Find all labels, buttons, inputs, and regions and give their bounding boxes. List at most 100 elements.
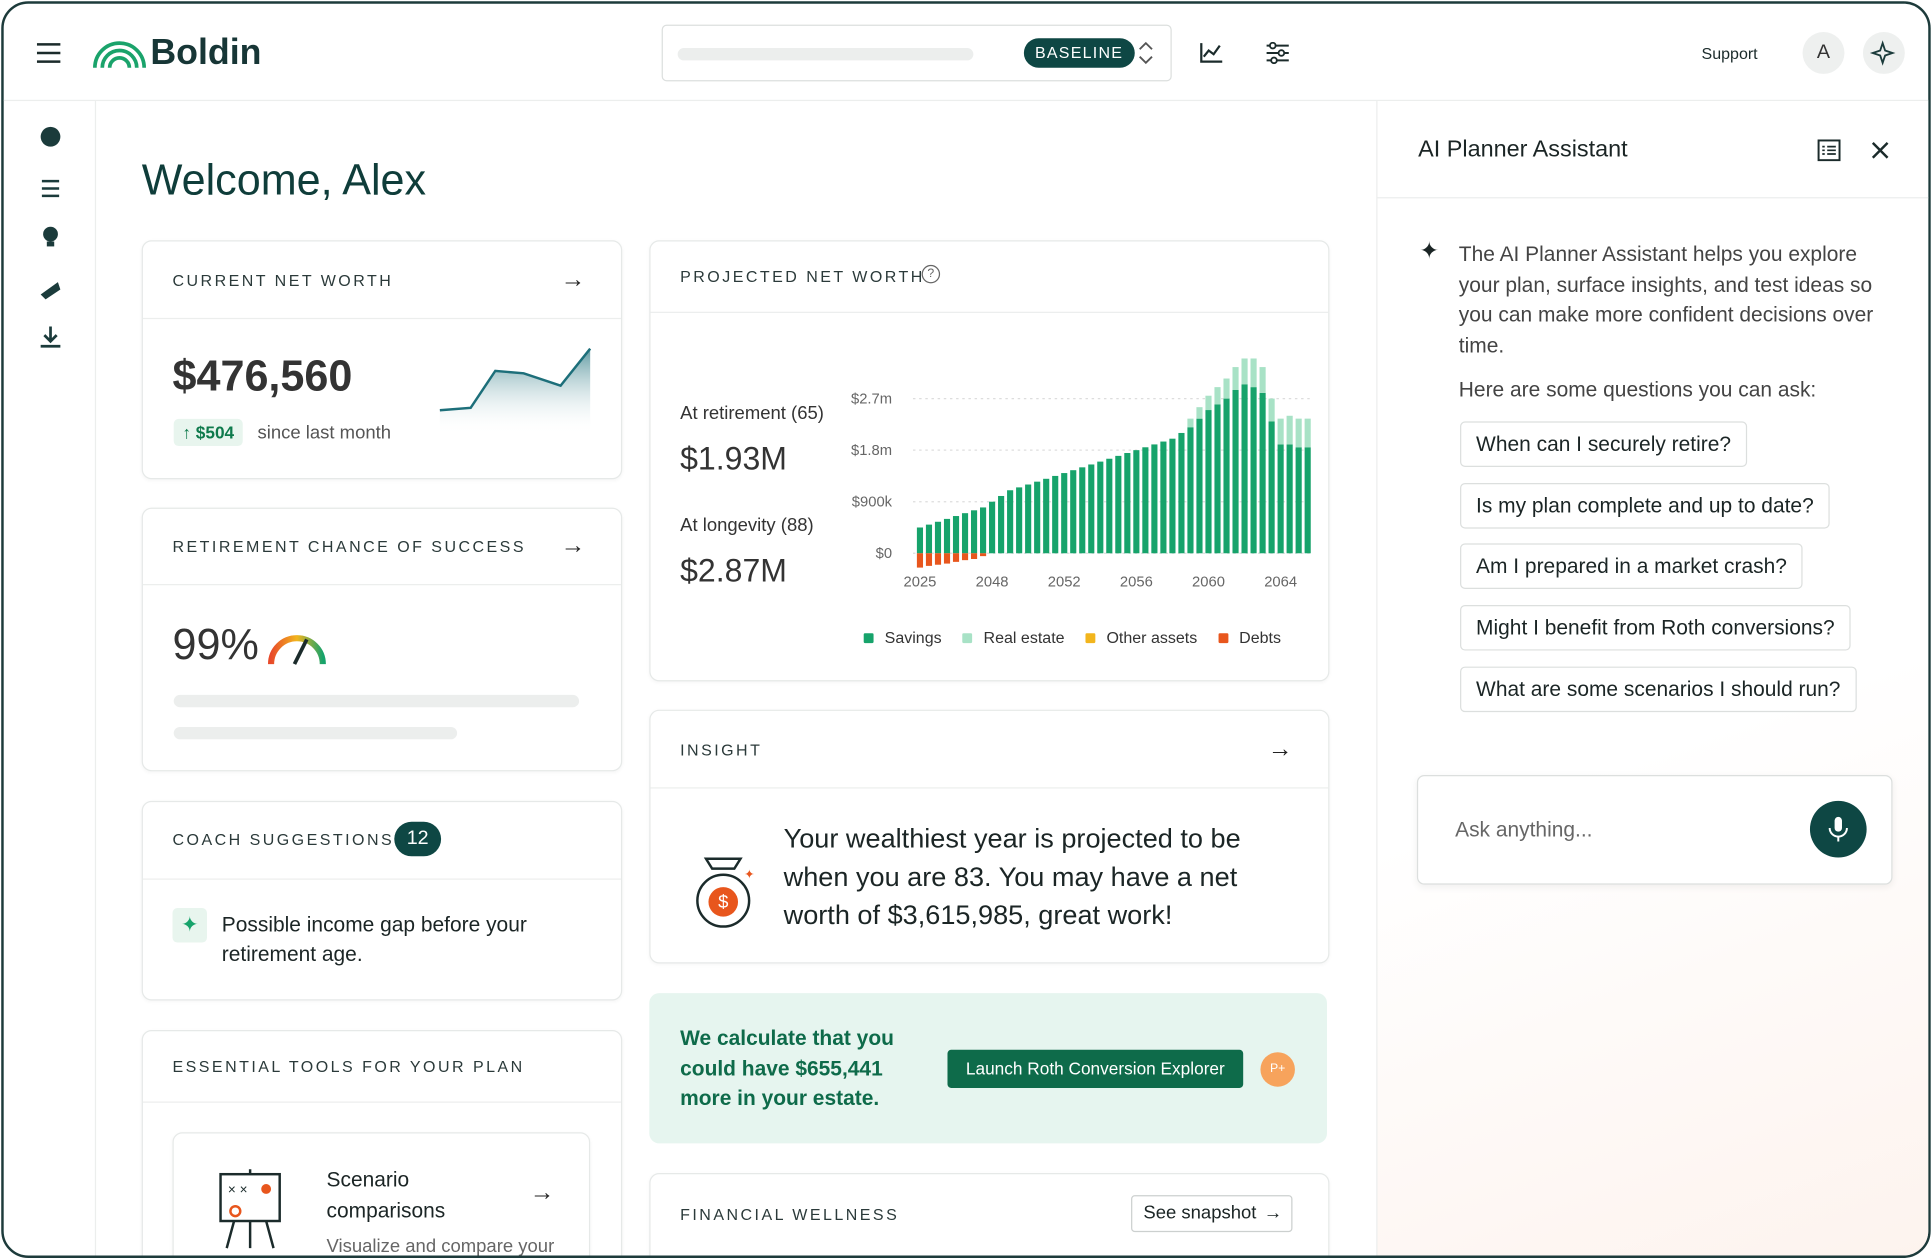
legend-label: Debts — [1239, 628, 1281, 647]
x-tick-label: 2056 — [1120, 574, 1153, 590]
bar-segment — [1232, 389, 1239, 554]
bar-segment — [1286, 444, 1293, 554]
bar-segment — [1187, 427, 1194, 554]
bar-segment — [1205, 410, 1212, 554]
bar-segment — [1061, 473, 1068, 554]
support-link[interactable]: Support — [1701, 44, 1758, 63]
money-bag-icon: $✦ — [696, 857, 755, 928]
bar-segment — [943, 553, 951, 564]
text-line: time. — [1458, 333, 1505, 357]
bar-segment — [1079, 467, 1086, 554]
legend-swatch — [863, 632, 874, 643]
avatar[interactable]: A — [1802, 32, 1845, 74]
legend-swatch — [962, 632, 973, 643]
question-chip[interactable]: Is my plan complete and up to date? — [1460, 482, 1830, 529]
legend-item: Other assets — [1085, 628, 1198, 647]
bar-segment — [1016, 487, 1023, 554]
bar-segment — [1124, 453, 1131, 554]
bar-segment — [1205, 395, 1212, 411]
roth-button[interactable]: Launch Roth Conversion Explorer — [947, 1049, 1244, 1088]
welcome: Welcome, Alex — [141, 156, 427, 205]
menu-icon[interactable] — [36, 41, 63, 66]
bar-segment — [1259, 367, 1266, 393]
bar-segment — [1214, 387, 1221, 405]
legend-label: Real estate — [983, 628, 1065, 647]
arrow[interactable]: → — [1267, 735, 1293, 763]
chart-icon[interactable] — [1199, 42, 1224, 64]
snapshot-label: See snapshot — [1143, 1202, 1257, 1224]
y-tick-label: $2.7m — [851, 392, 892, 408]
bar-segment — [1097, 461, 1104, 554]
wellness-card[interactable] — [649, 1172, 1330, 1256]
scenario-selector[interactable]: BASELINE — [661, 24, 1172, 82]
bar-segment — [916, 527, 924, 554]
text-line: worth of $3,615,985, great work! — [783, 899, 1173, 931]
bar-segment — [1196, 418, 1203, 554]
count-badge: 12 — [394, 821, 442, 857]
legend-label: Savings — [884, 628, 942, 647]
arrow[interactable]: → — [560, 532, 586, 560]
text-line: more in your estate. — [680, 1086, 880, 1111]
assistant-intro: The AI Planner Assistant helps you explo… — [1459, 240, 1873, 361]
suggestion[interactable]: Possible income gap before your retireme… — [221, 912, 527, 966]
bar-segment — [1295, 447, 1302, 554]
question-chip[interactable]: What are some scenarios I should run? — [1460, 666, 1857, 712]
bar-segment — [980, 553, 987, 557]
snapshot-button[interactable]: See snapshot → — [1131, 1195, 1293, 1233]
bar-segment — [1277, 444, 1284, 554]
x-tick-label: 2052 — [1048, 574, 1081, 590]
bar-segment — [1160, 441, 1167, 554]
text-line: could have $655,441 — [680, 1056, 883, 1080]
card-title: PROJECTED NET WORTH — [680, 267, 925, 286]
bar-segment — [1106, 458, 1113, 554]
chat-input[interactable]: Ask anything... — [1416, 774, 1893, 885]
bar-segment — [1169, 438, 1176, 554]
x-tick-label: 2064 — [1264, 574, 1297, 590]
insight-card[interactable] — [649, 709, 1330, 964]
bar-segment — [1151, 444, 1158, 554]
tool-icon: × × — [219, 1169, 281, 1249]
tool-title: Scenario comparisons — [326, 1168, 446, 1223]
text-line: your plan, surface insights, and test id… — [1458, 272, 1873, 297]
arrow[interactable]: → — [529, 1179, 555, 1207]
help-icon[interactable]: ? — [921, 264, 941, 284]
legend-label: Other assets — [1106, 628, 1198, 647]
net-worth-chart: $0 $900k $1.8m $2.7m 2025 2048 2052 2056 2060 206… — [851, 358, 1313, 590]
list-icon[interactable] — [1817, 139, 1842, 162]
bar-segment — [1178, 432, 1185, 554]
arrow[interactable]: → — [560, 266, 586, 294]
bar-segment — [1259, 392, 1266, 554]
bar-segment — [1196, 407, 1203, 419]
bar-segment — [952, 553, 960, 562]
assistant-title: AI Planner Assistant — [1418, 136, 1628, 163]
bar-segment — [1142, 447, 1149, 554]
change-pill: ↑ $504 — [173, 418, 243, 447]
settings-icon[interactable] — [1265, 41, 1290, 65]
retirement-label: At retirement (65) — [680, 402, 824, 424]
question-chip[interactable]: When can I securely retire? — [1460, 421, 1748, 467]
bar-segment — [1241, 358, 1248, 385]
bar-segment — [1241, 384, 1248, 554]
assistant-prompt: Here are some questions you can ask: — [1458, 378, 1817, 402]
card-title: RETIREMENT CHANCE OF SUCCESS — [172, 537, 526, 556]
sidebar-icons[interactable] — [38, 124, 63, 358]
input-placeholder: Ask anything... — [1455, 818, 1593, 842]
question-chip[interactable]: Am I prepared in a market crash? — [1460, 543, 1803, 590]
coach-card[interactable] — [141, 800, 623, 1001]
bar-segment — [1268, 421, 1275, 554]
card-title: ESSENTIAL TOOLS FOR YOUR PLAN — [172, 1057, 525, 1076]
bar-segment — [1052, 475, 1059, 554]
premium-badge: P+ — [1260, 1052, 1295, 1087]
svg-text:✦: ✦ — [744, 867, 754, 881]
bar-segment — [1304, 447, 1311, 554]
legend: Savings Real estate Other assets Debts — [863, 628, 1281, 647]
legend-swatch — [1085, 632, 1096, 643]
brand[interactable]: Boldin — [150, 33, 262, 73]
ai-button[interactable] — [1862, 32, 1905, 74]
mic-button[interactable] — [1809, 800, 1867, 858]
question-chip[interactable]: Might I benefit from Roth conversions? — [1460, 605, 1851, 651]
close-icon[interactable] — [1870, 140, 1890, 160]
y-tick-label: $1.8m — [851, 443, 892, 459]
